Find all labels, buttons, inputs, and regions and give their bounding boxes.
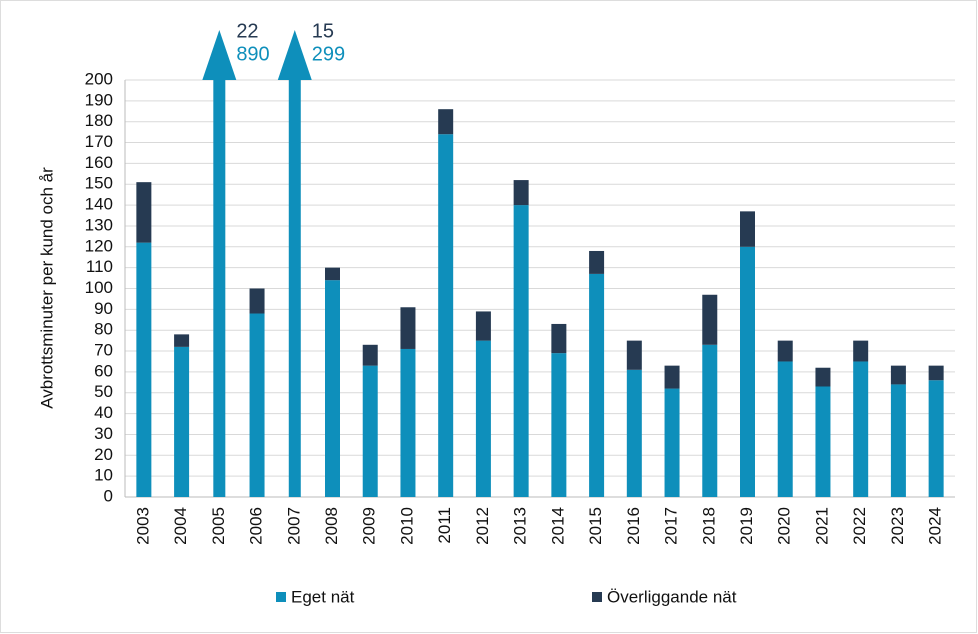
bar-segment (249, 313, 265, 497)
bar-segment (740, 246, 755, 497)
x-tick-label: 2021 (812, 507, 831, 545)
x-tick-label: 2014 (548, 507, 567, 545)
bar-segment (475, 311, 491, 341)
y-tick-label: 200 (85, 69, 113, 88)
x-tick-label: 2022 (850, 507, 869, 545)
x-tick-label: 2010 (397, 507, 416, 545)
x-tick-label: 2008 (322, 507, 341, 545)
x-tick-label: 2009 (360, 507, 379, 545)
y-axis-label: Avbrottsminuter per kund och år (37, 167, 56, 409)
bar-segment (815, 386, 831, 497)
bar-segment (928, 365, 944, 381)
y-tick-label: 160 (85, 153, 113, 172)
x-tick-label: 2004 (171, 507, 190, 545)
legend-label: Överliggande nät (607, 587, 737, 606)
bar-segment (664, 365, 680, 389)
bar-segment (928, 380, 944, 497)
bar-segment (815, 367, 831, 387)
bar-segment (890, 384, 906, 497)
bar-segment (589, 273, 605, 497)
bar-segment (777, 340, 793, 362)
bar-segment (702, 294, 718, 345)
bar-segment (475, 340, 491, 497)
bar-segment (438, 109, 454, 135)
bar-segment (702, 344, 718, 497)
y-tick-label: 60 (94, 361, 113, 380)
x-tick-label: 2020 (775, 507, 794, 545)
bar-segment (249, 288, 265, 314)
bar-segment (400, 348, 416, 497)
bar-segment (890, 365, 906, 385)
bar-segment (589, 250, 605, 274)
y-tick-label: 50 (94, 382, 113, 401)
y-tick-label: 20 (94, 445, 113, 464)
x-tick-label: 2003 (133, 507, 152, 545)
x-tick-label: 2012 (473, 507, 492, 545)
value-label: 22 (236, 20, 258, 42)
value-label: 299 (312, 43, 345, 65)
x-tick-label: 2018 (699, 507, 718, 545)
bar-segment (551, 353, 567, 497)
bar-segment (136, 182, 152, 243)
bar-segment (777, 361, 793, 497)
bar-segment (362, 365, 378, 497)
y-tick-label: 150 (85, 174, 113, 193)
x-tick-label: 2013 (511, 507, 530, 545)
x-tick-label: 2023 (888, 507, 907, 545)
bar-segment (174, 334, 190, 347)
bar-segment (853, 340, 869, 362)
x-tick-label: 2006 (247, 507, 266, 545)
bar-segment (400, 307, 416, 349)
bar-segment (626, 340, 642, 370)
bar-arrow (277, 30, 312, 80)
x-tick-label: 2015 (586, 507, 605, 545)
bar-segment (664, 388, 680, 497)
y-tick-label: 90 (94, 299, 113, 318)
y-tick-label: 10 (94, 466, 113, 485)
y-tick-label: 170 (85, 132, 113, 151)
bar-segment (136, 242, 152, 497)
value-label: 890 (236, 43, 269, 65)
y-tick-label: 190 (85, 90, 113, 109)
bar-segment (325, 267, 340, 281)
y-tick-label: 120 (85, 236, 113, 255)
y-tick-label: 100 (85, 278, 113, 297)
x-tick-label: 2011 (435, 507, 454, 544)
bar-segment (362, 344, 378, 366)
bar-segment (438, 134, 454, 497)
bar-segment (551, 323, 567, 354)
bar-segment (853, 361, 869, 497)
y-tick-label: 30 (94, 424, 113, 443)
bar-clipped (213, 78, 226, 497)
bar-segment (325, 280, 340, 497)
value-label: 15 (312, 20, 334, 42)
y-tick-label: 110 (86, 257, 113, 276)
legend-swatch (592, 592, 602, 602)
bar-segment (513, 205, 529, 497)
x-tick-label: 2017 (662, 507, 681, 545)
y-tick-label: 130 (85, 215, 113, 234)
legend-label: Eget nät (291, 587, 355, 606)
bar-segment (174, 346, 190, 497)
bar-segment (513, 180, 529, 206)
x-tick-label: 2016 (624, 507, 643, 545)
y-tick-label: 180 (85, 111, 113, 130)
bar-segment (626, 369, 642, 497)
y-tick-label: 140 (85, 195, 113, 214)
legend-swatch (276, 592, 286, 602)
bar-clipped (288, 78, 301, 497)
y-tick-label: 70 (94, 341, 113, 360)
x-tick-label: 2007 (284, 507, 303, 545)
bar-segment (740, 211, 755, 247)
y-tick-label: 0 (104, 486, 113, 505)
y-tick-label: 40 (94, 403, 113, 422)
bar-arrow (202, 30, 237, 80)
x-tick-label: 2019 (737, 507, 756, 545)
x-tick-label: 2005 (209, 507, 228, 545)
y-tick-label: 80 (94, 320, 113, 339)
x-tick-label: 2024 (926, 507, 945, 545)
